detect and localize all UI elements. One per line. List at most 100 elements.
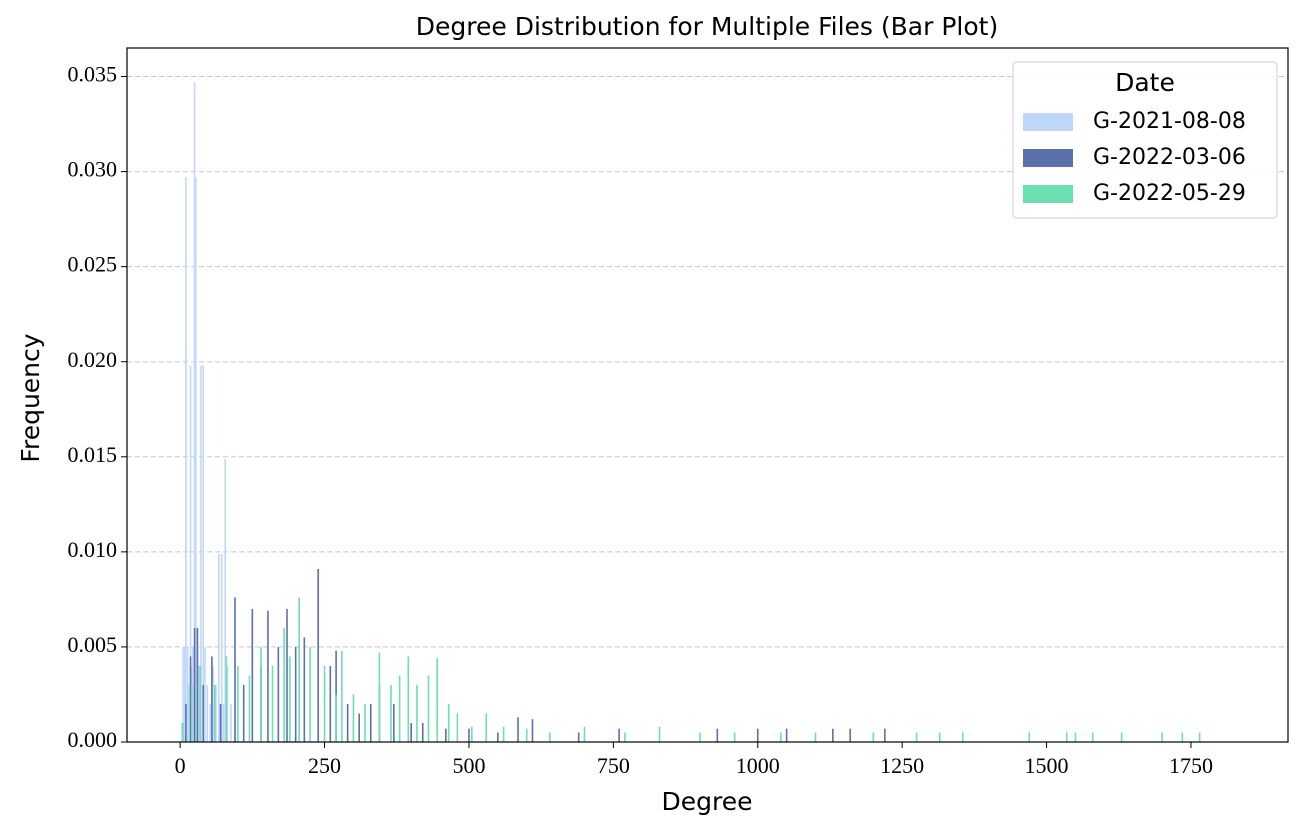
bar bbox=[341, 650, 343, 742]
bar bbox=[226, 665, 229, 742]
legend-box bbox=[1012, 61, 1278, 219]
bar bbox=[200, 365, 202, 742]
x-tick-label: 1250 bbox=[880, 753, 924, 778]
bar bbox=[352, 694, 355, 742]
y-tick-label: 0.020 bbox=[68, 347, 118, 372]
bar bbox=[190, 684, 193, 742]
bar bbox=[872, 732, 875, 742]
bar bbox=[884, 728, 886, 742]
bar bbox=[618, 728, 620, 742]
x-tick-label: 1750 bbox=[1169, 753, 1213, 778]
bar bbox=[456, 713, 459, 742]
y-tick-label: 0.005 bbox=[68, 632, 118, 657]
y-tick-label: 0.000 bbox=[68, 727, 118, 752]
x-axis-label: Degree bbox=[662, 787, 753, 816]
bar bbox=[202, 684, 205, 742]
plot-frame bbox=[126, 47, 1289, 743]
bar bbox=[196, 627, 199, 742]
bar bbox=[577, 732, 580, 742]
bar bbox=[369, 703, 372, 742]
bar bbox=[1065, 732, 1068, 742]
bar bbox=[211, 656, 213, 742]
bar bbox=[183, 646, 186, 742]
bar bbox=[237, 665, 239, 742]
bar bbox=[549, 732, 551, 742]
bar bbox=[756, 728, 759, 742]
bar bbox=[298, 597, 300, 742]
chart-title: Degree Distribution for Multiple Files (… bbox=[416, 12, 998, 41]
bar bbox=[329, 665, 332, 742]
bar bbox=[1028, 732, 1031, 742]
x-tick-label: 500 bbox=[452, 753, 485, 778]
bar bbox=[364, 703, 366, 742]
legend-label: G-2022-05-29 bbox=[1093, 181, 1246, 206]
bar bbox=[938, 732, 941, 742]
bar bbox=[358, 713, 360, 742]
bar bbox=[289, 656, 291, 742]
bar bbox=[733, 732, 736, 742]
bar bbox=[194, 177, 197, 742]
bar bbox=[915, 732, 918, 742]
bar bbox=[317, 568, 319, 742]
bar bbox=[531, 719, 534, 742]
bar bbox=[212, 665, 214, 742]
bar bbox=[497, 732, 499, 742]
bar bbox=[185, 703, 187, 742]
bar bbox=[962, 732, 964, 742]
bar bbox=[267, 610, 269, 742]
bar bbox=[182, 722, 184, 742]
bar bbox=[716, 728, 719, 742]
bar bbox=[294, 646, 297, 742]
bar bbox=[271, 665, 274, 742]
legend-label: G-2021-08-08 bbox=[1093, 109, 1246, 134]
bar bbox=[213, 684, 216, 742]
bar bbox=[407, 656, 410, 742]
bar bbox=[398, 675, 401, 742]
bar bbox=[323, 665, 326, 742]
bar bbox=[785, 728, 788, 742]
y-tick-label: 0.010 bbox=[68, 537, 118, 562]
bar bbox=[209, 703, 211, 742]
bar bbox=[658, 726, 661, 742]
bar bbox=[525, 728, 528, 742]
x-tick-label: 750 bbox=[597, 753, 630, 778]
bar bbox=[222, 703, 225, 742]
bar bbox=[436, 658, 438, 742]
bar bbox=[242, 684, 245, 742]
bar bbox=[189, 365, 192, 742]
bar bbox=[202, 365, 205, 742]
bar bbox=[181, 722, 183, 742]
bar bbox=[849, 728, 851, 742]
bar bbox=[286, 608, 288, 742]
bar bbox=[182, 646, 184, 742]
legend-label: G-2022-03-06 bbox=[1093, 145, 1246, 170]
legend-title: Date bbox=[1115, 68, 1175, 97]
bar bbox=[471, 726, 473, 742]
bar bbox=[780, 732, 782, 742]
bar bbox=[283, 627, 285, 742]
bar bbox=[192, 646, 194, 742]
bar bbox=[206, 684, 209, 742]
bar bbox=[251, 608, 254, 742]
bar bbox=[309, 646, 311, 742]
bar bbox=[1181, 732, 1184, 742]
bar bbox=[204, 646, 206, 742]
bar bbox=[193, 82, 196, 742]
x-tick-label: 1500 bbox=[1025, 753, 1069, 778]
bar bbox=[378, 652, 381, 742]
y-tick-label: 0.015 bbox=[68, 442, 118, 467]
bar bbox=[189, 656, 192, 742]
bar bbox=[1198, 732, 1201, 742]
x-tick-label: 0 bbox=[175, 753, 186, 778]
bar bbox=[346, 703, 349, 742]
x-tick-label: 250 bbox=[308, 753, 341, 778]
bar bbox=[1091, 732, 1094, 742]
bar bbox=[234, 597, 236, 742]
bar bbox=[485, 713, 488, 742]
bar bbox=[277, 646, 280, 742]
bar bbox=[502, 726, 505, 742]
bar bbox=[445, 728, 447, 742]
y-tick-label: 0.025 bbox=[68, 252, 118, 277]
bar bbox=[1120, 732, 1123, 742]
legend-swatch bbox=[1023, 185, 1073, 203]
